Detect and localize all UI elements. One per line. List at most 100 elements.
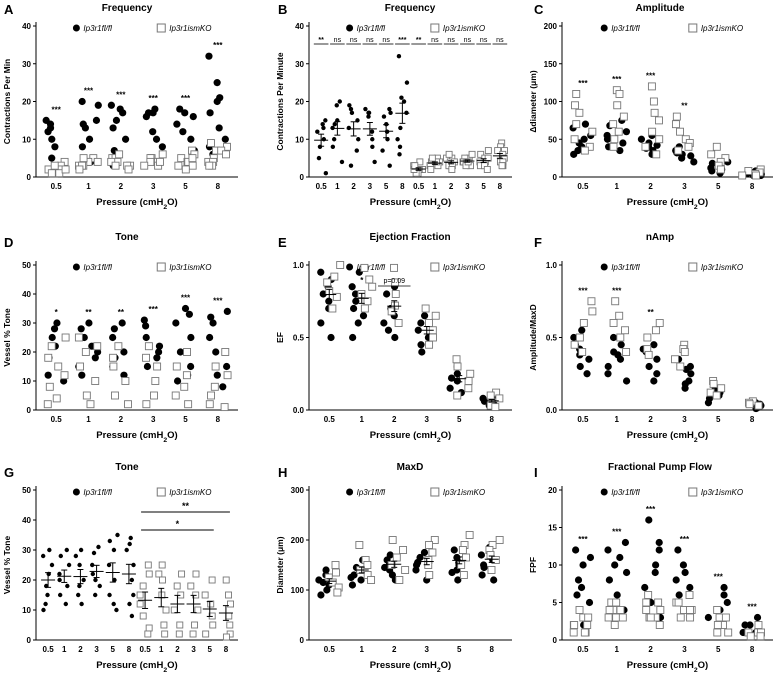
data-point-filled: [110, 325, 118, 333]
data-point-filled: [653, 141, 661, 149]
x-axis-label: Pressure (cmH2O): [370, 197, 451, 211]
data-point-filled: [622, 568, 631, 577]
y-tick-label: 1.0: [293, 261, 305, 270]
significance-label: ns: [366, 37, 374, 44]
data-point-open: [724, 628, 733, 637]
y-tick-label: 10: [22, 606, 31, 615]
data-point-open: [155, 570, 163, 578]
data-point-open: [707, 150, 716, 159]
legend-open-square-icon: [156, 262, 166, 272]
x-axis-label-part: 2: [694, 204, 698, 211]
data-point-filled: [651, 568, 659, 577]
data-point-filled: [366, 110, 371, 116]
y-tick-label: 30: [295, 60, 304, 69]
data-point-open: [459, 571, 468, 579]
data-point-open: [610, 135, 619, 144]
data-point-open: [425, 541, 433, 549]
x-tick-label: 2: [175, 645, 180, 654]
x-axis-label-part: O): [441, 660, 452, 671]
data-point-filled: [332, 121, 337, 127]
data-point-filled: [57, 571, 62, 577]
data-point-filled: [40, 553, 46, 559]
panel-title: MaxD: [397, 462, 424, 473]
legend-label-open: Ip3r1ismKO: [701, 24, 743, 33]
data-point-filled: [454, 576, 462, 584]
data-point-open: [754, 621, 763, 629]
data-point-filled: [120, 348, 128, 356]
panel-letter: E: [278, 235, 287, 250]
data-point-open: [328, 304, 337, 313]
data-point-filled: [741, 621, 749, 629]
x-tick-label: 5: [716, 415, 721, 424]
y-tick-label: 300: [291, 486, 305, 495]
legend-label-open: Ip3r1ismKO: [443, 488, 485, 497]
x-axis-label-part: Pressure (cmH: [370, 430, 437, 441]
significance-label: ns: [382, 37, 390, 44]
data-point-open: [618, 613, 627, 622]
data-point-filled: [48, 135, 56, 143]
data-point-open: [82, 391, 91, 400]
data-point-filled: [370, 137, 375, 142]
data-point-open: [671, 120, 680, 129]
significance-label: ns: [431, 37, 439, 44]
data-point-filled: [152, 135, 161, 143]
y-tick-label: 150: [544, 60, 558, 69]
data-point-filled: [41, 607, 46, 613]
bracket-label: *: [176, 519, 180, 529]
data-point-filled: [348, 581, 357, 589]
data-point-filled: [321, 125, 326, 131]
data-point-filled: [604, 546, 612, 554]
data-point-filled: [637, 135, 646, 143]
data-point-open: [709, 379, 718, 388]
data-point-open: [655, 621, 664, 629]
data-point-open: [570, 621, 579, 629]
data-point-open: [60, 371, 69, 380]
data-point-filled: [396, 54, 402, 59]
data-point-filled: [48, 333, 56, 342]
data-point-open: [448, 165, 456, 173]
y-tick-label: 40: [22, 516, 31, 525]
data-point-open: [188, 154, 197, 163]
data-point-open: [477, 150, 485, 158]
data-point-open: [44, 353, 53, 362]
data-point-open: [716, 165, 725, 174]
data-point-filled: [109, 333, 117, 342]
data-point-open: [671, 355, 679, 364]
data-point-open: [462, 553, 470, 562]
panel-letter: B: [278, 2, 287, 17]
significance-label: ***: [646, 71, 656, 80]
significance-label: ***: [84, 87, 94, 96]
data-point-filled: [317, 268, 325, 276]
y-tick-label: 50: [548, 135, 557, 144]
data-point-filled: [573, 591, 581, 599]
data-point-open: [111, 391, 119, 400]
y-tick-label: 0.5: [293, 334, 305, 343]
y-axis-label: Amplitude/MaxD: [528, 304, 538, 371]
data-point-open: [587, 297, 596, 306]
data-point-filled: [76, 592, 81, 598]
data-point-open: [399, 546, 408, 554]
legend-label-filled: Ip3r1fl/fl: [83, 488, 112, 497]
panel-I: I Fractional Pump Flow05101520FPFPressure…: [528, 462, 773, 674]
data-point-filled: [622, 128, 631, 136]
data-point-filled: [387, 163, 392, 168]
data-point-open: [170, 606, 178, 614]
data-point-open: [144, 630, 152, 638]
data-point-filled: [478, 571, 486, 579]
data-point-open: [207, 391, 215, 400]
x-tick-label: 5: [384, 182, 389, 191]
data-point-open: [142, 400, 151, 409]
legend-open-square-icon: [430, 487, 440, 497]
data-point-open: [713, 621, 722, 629]
x-tick-label: 0.5: [51, 182, 63, 191]
data-point-open: [222, 633, 230, 641]
data-point-filled: [330, 144, 336, 149]
data-point-open: [569, 628, 578, 637]
data-point-open: [205, 400, 214, 409]
data-point-open: [738, 171, 747, 180]
x-tick-label: 8: [498, 182, 503, 191]
y-tick-label: 5: [553, 599, 558, 608]
data-point-filled: [107, 592, 112, 598]
y-axis-label: Contractions Per Minute: [275, 52, 285, 151]
x-tick-label: 5: [716, 645, 721, 654]
